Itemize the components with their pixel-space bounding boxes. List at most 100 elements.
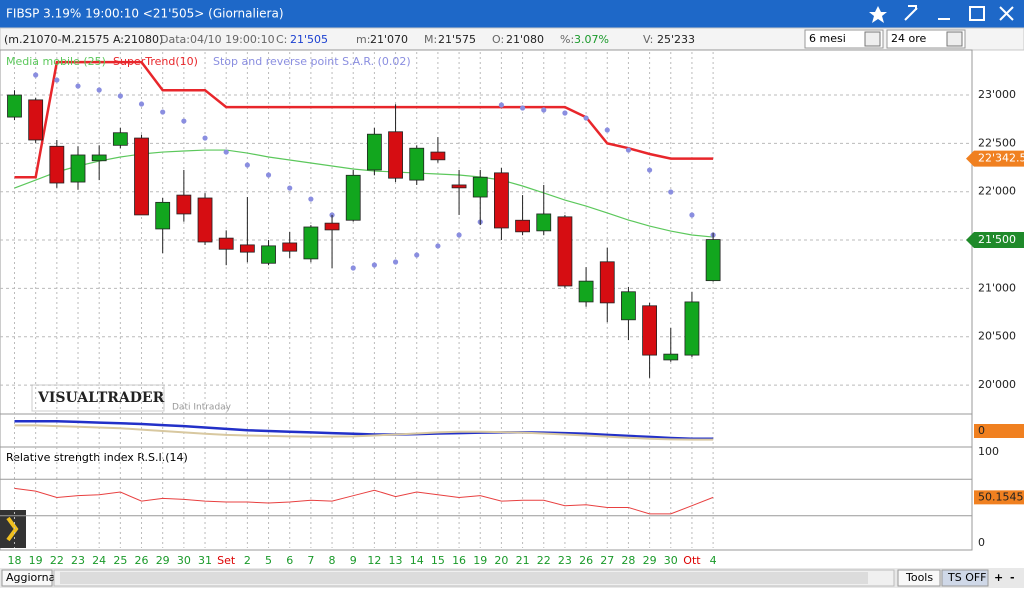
x-tick-label: 22 [50, 554, 64, 567]
x-tick-label: 8 [329, 554, 336, 567]
range-text: (m.21070-M.21575 A:21080) [4, 33, 163, 46]
sar-dot [33, 72, 39, 78]
tools-label: Tools [905, 571, 933, 584]
sar-dot [668, 189, 674, 195]
y-tick-label: 21'000 [978, 281, 1016, 294]
ts-button[interactable] [941, 569, 989, 587]
dropdown-arrow[interactable] [946, 31, 963, 47]
y-tick-label: 0 [978, 536, 985, 549]
title-bar [0, 0, 1024, 28]
candle-body [239, 244, 255, 253]
price-tag-label: 21'500 [978, 233, 1016, 246]
x-tick-label: 20 [494, 554, 508, 567]
sar-dot [456, 232, 462, 238]
candle-body [663, 353, 679, 361]
ts-label: TS OFF [947, 571, 987, 584]
rsi-title: Relative strength index R.S.I.(14) [6, 451, 188, 464]
price-panel [0, 49, 973, 415]
x-tick-label: 13 [389, 554, 403, 567]
sar-dot [117, 93, 123, 99]
sar-dot [562, 110, 568, 116]
candle-body [282, 242, 298, 252]
x-tick-label: 26 [579, 554, 593, 567]
tools-button[interactable] [904, 5, 918, 21]
candle-body [261, 245, 276, 264]
expand-button[interactable] [0, 510, 26, 548]
x-tick-label: 23 [71, 554, 85, 567]
y-tick-label: 22'500 [978, 136, 1016, 149]
sar-dot [350, 265, 356, 271]
candle-body [536, 213, 552, 232]
sar-dot [498, 102, 505, 108]
y-tick-label: 22'000 [978, 185, 1016, 198]
candle-body [345, 174, 361, 221]
legend-entry: Media mobile (25) [6, 55, 106, 68]
candle-body [684, 301, 700, 356]
rsi-tag-label: 50.1545 [978, 490, 1024, 503]
sar-dot [689, 212, 695, 218]
x-tick-label: 6 [286, 554, 293, 567]
plus-button[interactable]: + [994, 571, 1003, 584]
sar-dot [371, 262, 377, 268]
dropdown-arrow[interactable] [864, 31, 881, 47]
sar-dot [519, 105, 526, 111]
favorite-button[interactable] [869, 6, 887, 23]
x-tick-label: 25 [113, 554, 127, 567]
scroll-thumb[interactable] [60, 572, 868, 584]
candle-body [515, 219, 530, 233]
candle-body [112, 132, 128, 146]
rsi-line [14, 487, 714, 515]
refresh-label: Aggiorna [6, 571, 55, 584]
refresh-button[interactable] [1, 569, 53, 587]
close-button[interactable] [999, 6, 1014, 21]
x-tick-label: 19 [29, 554, 43, 567]
dropdown-label: 24 ore [891, 32, 927, 45]
field-value: 21'070 [370, 33, 408, 46]
y-tick-label: 20'000 [978, 378, 1016, 391]
minus-button[interactable]: - [1010, 571, 1015, 584]
sar-dot [244, 162, 250, 168]
window-controls[interactable] [869, 5, 1014, 23]
candle-body [388, 131, 403, 179]
sar-dot [287, 185, 293, 191]
oscillator-line [14, 419, 714, 440]
candle-body [599, 261, 615, 304]
x-tick-label: 30 [664, 554, 678, 567]
expand-icon [6, 516, 19, 542]
maximize-button[interactable] [969, 6, 985, 21]
x-tick-label: 16 [452, 554, 466, 567]
field-label: V: [643, 33, 653, 46]
x-tick-label: 21 [516, 554, 530, 567]
candle-body [155, 201, 171, 230]
candle-body [430, 151, 446, 161]
sar-dot [54, 77, 60, 83]
dropdown[interactable] [886, 29, 966, 49]
field-value: 21'505 [290, 33, 328, 46]
x-tick-label: 24 [92, 554, 106, 567]
sar-dot [647, 167, 653, 173]
field-label: C: [276, 33, 287, 46]
x-tick-label: 28 [621, 554, 635, 567]
dropdown-label: 6 mesi [809, 32, 846, 45]
sar-dot [223, 149, 229, 155]
x-tick-label: Ott [683, 554, 701, 567]
candle-body [197, 197, 213, 243]
x-tick-label: 18 [8, 554, 22, 567]
y-tick-label: 0 [978, 424, 985, 437]
sar-dot [541, 107, 547, 113]
x-tick-label: 26 [135, 554, 149, 567]
field-value: 3.07% [574, 33, 609, 46]
dropdown[interactable] [804, 29, 884, 49]
sar-dot [96, 87, 102, 93]
y-tick-label: 20'500 [978, 330, 1016, 343]
candle-body [7, 94, 22, 118]
x-tick-label: 29 [643, 554, 657, 567]
candle-body [218, 237, 234, 250]
sar-dot [181, 118, 187, 124]
sar-dot [160, 109, 166, 115]
candle-body [28, 99, 44, 141]
tools-tab[interactable] [897, 569, 941, 587]
indicator-line [14, 60, 714, 179]
candle-body [134, 137, 149, 216]
